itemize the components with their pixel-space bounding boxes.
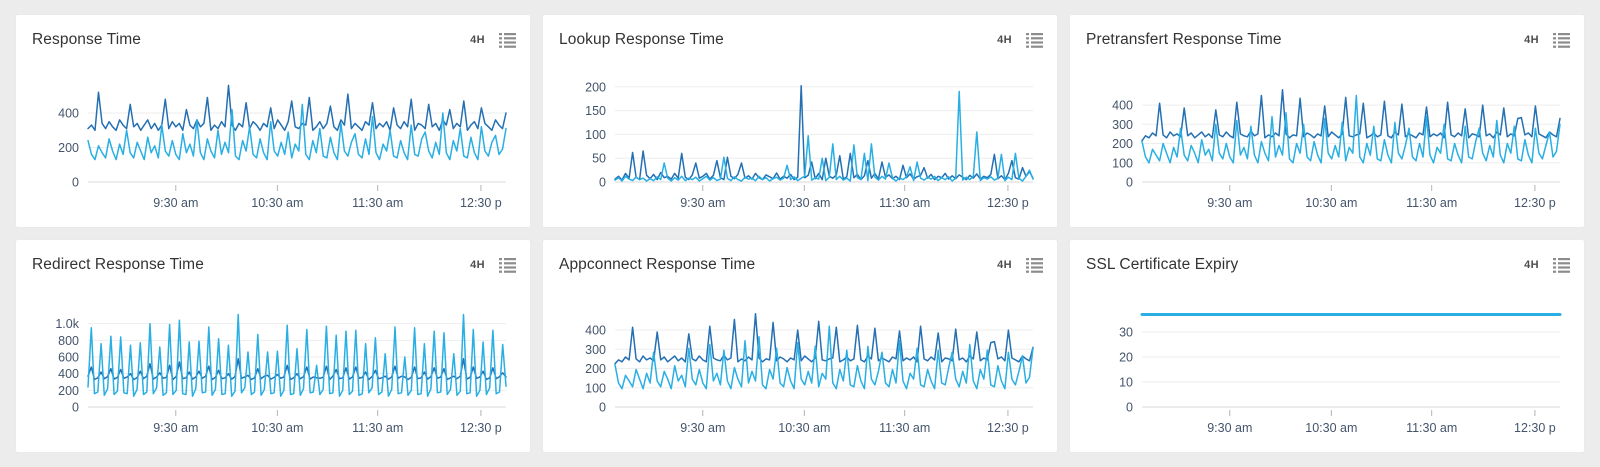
svg-text:200: 200	[58, 141, 79, 155]
svg-text:300: 300	[1112, 118, 1133, 132]
svg-text:100: 100	[585, 128, 606, 142]
svg-text:200: 200	[585, 80, 606, 94]
svg-text:400: 400	[585, 324, 606, 338]
svg-text:9:30 am: 9:30 am	[153, 196, 198, 210]
list-icon[interactable]	[499, 257, 516, 273]
panel-controls: 4H	[1524, 257, 1570, 273]
svg-text:11:30 am: 11:30 am	[879, 421, 930, 435]
panel-pretransfert-response-time: Pretransfert Response Time 4H 0 100 200 300…	[1070, 15, 1584, 227]
svg-text:50: 50	[592, 152, 606, 166]
panel-header: Appconnect Response Time 4H	[559, 253, 1043, 277]
panel-lookup-response-time: Lookup Response Time 4H 0 50 100 150 200 9:30…	[543, 15, 1057, 227]
chart-canvas-ssl-expiry[interactable]: 0 10 20 30 9:30 am 10:30 am 11:30 am 12:30 p	[1086, 291, 1570, 441]
panel-header: SSL Certificate Expiry 4H	[1086, 253, 1570, 277]
svg-text:12:30 p: 12:30 p	[987, 196, 1029, 210]
panel-controls: 4H	[997, 32, 1043, 48]
svg-text:300: 300	[585, 343, 606, 357]
svg-text:100: 100	[1112, 156, 1133, 170]
chart-canvas-redirect[interactable]: 0 200 400 600 800 1.0k 9:30 am 10:30 am 11:30 am…	[32, 291, 516, 441]
svg-text:9:30 am: 9:30 am	[1207, 196, 1252, 210]
svg-text:9:30 am: 9:30 am	[680, 196, 725, 210]
time-range-label[interactable]: 4H	[470, 259, 485, 271]
panel-ssl-certificate-expiry: SSL Certificate Expiry 4H 0 10 20 30 9:30 am…	[1070, 240, 1584, 452]
list-icon[interactable]	[499, 32, 516, 48]
svg-text:0: 0	[1126, 176, 1133, 190]
svg-text:0: 0	[72, 176, 79, 190]
panel-header: Response Time 4H	[32, 28, 516, 52]
svg-text:400: 400	[1112, 99, 1133, 113]
chart-canvas-pretransfert[interactable]: 0 100 200 300 400 9:30 am 10:30 am 11:30 am 12:3…	[1086, 66, 1570, 216]
list-icon[interactable]	[1026, 257, 1043, 273]
svg-text:9:30 am: 9:30 am	[680, 421, 725, 435]
svg-text:0: 0	[599, 176, 606, 190]
svg-text:11:30 am: 11:30 am	[352, 196, 403, 210]
panel-title: Appconnect Response Time	[559, 256, 756, 273]
svg-text:11:30 am: 11:30 am	[1406, 196, 1457, 210]
svg-text:400: 400	[58, 367, 79, 381]
svg-text:10:30 am: 10:30 am	[251, 421, 303, 435]
svg-text:12:30 p: 12:30 p	[1514, 421, 1556, 435]
svg-text:12:30 p: 12:30 p	[1514, 196, 1556, 210]
svg-text:10:30 am: 10:30 am	[251, 196, 303, 210]
svg-text:100: 100	[585, 381, 606, 395]
svg-text:9:30 am: 9:30 am	[153, 421, 198, 435]
svg-text:12:30 p: 12:30 p	[987, 421, 1029, 435]
svg-text:0: 0	[72, 401, 79, 415]
svg-text:1.0k: 1.0k	[55, 317, 79, 331]
svg-text:600: 600	[58, 351, 79, 365]
panel-header: Redirect Response Time 4H	[32, 253, 516, 277]
panel-title: Redirect Response Time	[32, 256, 204, 273]
panel-title: Pretransfert Response Time	[1086, 31, 1282, 48]
panel-response-time: Response Time 4H 0 200 400 9:30 am 10:30 am 1…	[16, 15, 530, 227]
svg-text:11:30 am: 11:30 am	[352, 421, 403, 435]
time-range-label[interactable]: 4H	[997, 259, 1012, 271]
svg-text:10:30 am: 10:30 am	[778, 421, 830, 435]
time-range-label[interactable]: 4H	[997, 34, 1012, 46]
svg-text:10:30 am: 10:30 am	[1305, 196, 1357, 210]
panel-appconnect-response-time: Appconnect Response Time 4H 0 100 200 300 40…	[543, 240, 1057, 452]
svg-text:0: 0	[599, 401, 606, 415]
time-range-label[interactable]: 4H	[470, 34, 485, 46]
svg-text:12:30 p: 12:30 p	[460, 421, 502, 435]
chart-canvas-lookup[interactable]: 0 50 100 150 200 9:30 am 10:30 am 11:30 am 12:30…	[559, 66, 1043, 216]
svg-text:10: 10	[1119, 376, 1133, 390]
svg-text:200: 200	[1112, 137, 1133, 151]
panel-controls: 4H	[997, 257, 1043, 273]
list-icon[interactable]	[1026, 32, 1043, 48]
chart-canvas-appconnect[interactable]: 0 100 200 300 400 9:30 am 10:30 am 11:30 am 12:3…	[559, 291, 1043, 441]
time-range-label[interactable]: 4H	[1524, 34, 1539, 46]
svg-text:200: 200	[58, 384, 79, 398]
svg-text:150: 150	[585, 104, 606, 118]
panel-controls: 4H	[470, 257, 516, 273]
panel-controls: 4H	[1524, 32, 1570, 48]
panel-title: SSL Certificate Expiry	[1086, 256, 1239, 273]
panel-controls: 4H	[470, 32, 516, 48]
svg-text:20: 20	[1119, 351, 1133, 365]
svg-text:11:30 am: 11:30 am	[1406, 421, 1457, 435]
svg-text:0: 0	[1126, 401, 1133, 415]
panel-redirect-response-time: Redirect Response Time 4H 0 200 400 600 800 1…	[16, 240, 530, 452]
svg-text:11:30 am: 11:30 am	[879, 196, 930, 210]
chart-canvas-response-time[interactable]: 0 200 400 9:30 am 10:30 am 11:30 am 12:30 p	[32, 66, 516, 216]
svg-text:12:30 p: 12:30 p	[460, 196, 502, 210]
panel-title: Response Time	[32, 31, 141, 48]
list-icon[interactable]	[1553, 257, 1570, 273]
svg-text:800: 800	[58, 334, 79, 348]
time-range-label[interactable]: 4H	[1524, 259, 1539, 271]
panel-header: Lookup Response Time 4H	[559, 28, 1043, 52]
svg-text:200: 200	[585, 362, 606, 376]
panel-title: Lookup Response Time	[559, 31, 724, 48]
svg-text:10:30 am: 10:30 am	[778, 196, 830, 210]
svg-text:10:30 am: 10:30 am	[1305, 421, 1357, 435]
svg-text:400: 400	[58, 107, 79, 121]
svg-text:30: 30	[1119, 326, 1133, 340]
list-icon[interactable]	[1553, 32, 1570, 48]
panel-header: Pretransfert Response Time 4H	[1086, 28, 1570, 52]
svg-text:9:30 am: 9:30 am	[1207, 421, 1252, 435]
